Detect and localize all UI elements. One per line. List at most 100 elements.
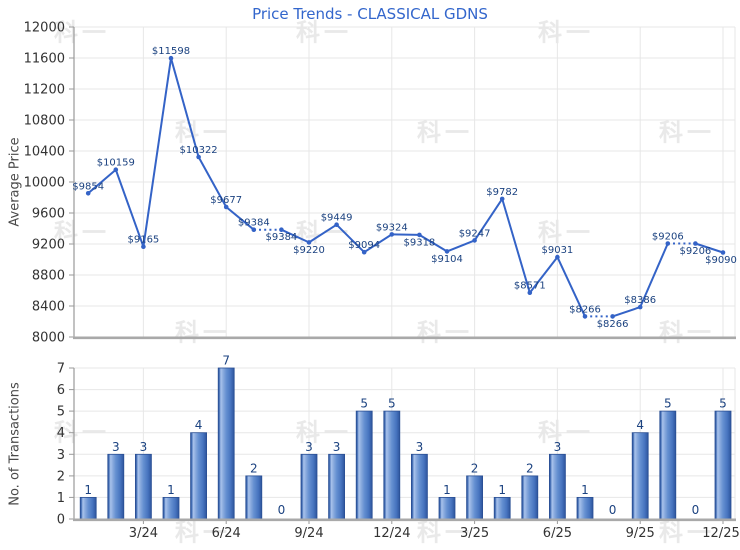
price-line-chart: 8000 8400 8800 9200 9600 10000 10400 10800 11200… — [24, 21, 737, 346]
point-label: $9384 — [238, 218, 270, 229]
line-segment — [170, 57, 200, 158]
bar-value-label: 3 — [416, 440, 424, 454]
line-point — [251, 227, 257, 232]
line-point — [610, 314, 615, 319]
bar — [162, 496, 180, 520]
line-point — [361, 249, 367, 255]
line-point — [306, 240, 312, 245]
y-tick-label: 10000 — [24, 176, 65, 191]
line-segment — [335, 223, 365, 253]
line-segment — [114, 169, 145, 248]
x-tick-label: 12/25 — [702, 526, 739, 541]
bar-value-label: 4 — [636, 418, 644, 432]
y-tick-label: 8400 — [32, 300, 65, 315]
bar — [134, 453, 152, 520]
x-tick-label: 12/24 — [373, 526, 410, 541]
line-segment — [280, 228, 310, 244]
bar-value-label: 0 — [692, 503, 700, 517]
bar — [438, 496, 456, 520]
bar-value-label: 1 — [498, 483, 506, 497]
line-point — [334, 222, 339, 227]
point-label: $9165 — [127, 235, 159, 246]
bar — [79, 496, 97, 520]
y-tick-label: 9200 — [32, 238, 65, 253]
line-point — [417, 232, 422, 238]
line-segment — [418, 234, 448, 253]
transactions-bar-chart: 0 1 2 3 4 5 6 7 1 3 3 1 4 7 2 0 3 3 5 5 3 1 2 1 2 3 1 0 4 5 0 5 3/24 6/24… — [57, 354, 740, 542]
point-label: $9782 — [486, 187, 518, 198]
bar — [355, 410, 373, 520]
point-label: $9247 — [459, 228, 491, 239]
bar-value-label: 0 — [609, 503, 617, 517]
bar — [245, 475, 263, 520]
bar — [190, 432, 208, 520]
point-label: $9031 — [541, 245, 573, 256]
line-segment — [391, 233, 420, 236]
bar — [659, 410, 677, 520]
line-segment — [87, 168, 117, 195]
bar — [493, 496, 511, 520]
bar — [300, 453, 318, 520]
bar — [521, 475, 539, 520]
line-point — [720, 250, 726, 255]
y-tick-label: 2 — [57, 469, 65, 484]
bar — [576, 496, 594, 520]
bar-value-label: 1 — [443, 483, 451, 497]
bar — [217, 367, 235, 520]
line-segment — [556, 256, 586, 317]
x-tick-label: 6/25 — [543, 526, 572, 541]
bar-value-label: 1 — [581, 483, 589, 497]
point-label: $10159 — [97, 158, 135, 169]
x-tick-label: 9/24 — [294, 526, 323, 541]
line-segment — [225, 206, 255, 231]
point-label: $9206 — [652, 232, 684, 243]
line-point — [472, 238, 477, 243]
y-tick-label: 7 — [57, 362, 65, 377]
point-label: $9854 — [72, 181, 104, 192]
bar-value-label: 3 — [112, 440, 120, 454]
y-tick-label: 11200 — [24, 83, 65, 98]
line-segment — [639, 243, 669, 308]
x-tick-label: 9/25 — [626, 526, 655, 541]
y-tick-label: 3 — [57, 448, 65, 463]
y-tick-label: 11600 — [24, 52, 65, 67]
bar — [328, 453, 346, 520]
y-tick-label: 5 — [57, 405, 65, 420]
bar-value-label: 3 — [305, 440, 313, 454]
bar-value-label: 3 — [140, 440, 148, 454]
bar-value-label: 1 — [84, 483, 92, 497]
point-label: $9677 — [210, 195, 242, 206]
y-tick-label: 10800 — [24, 114, 65, 129]
bar-value-label: 5 — [360, 397, 368, 411]
line-segment — [501, 198, 531, 293]
bar — [714, 410, 732, 520]
y-tick-label: 1 — [57, 491, 65, 506]
bar-value-label: 3 — [554, 440, 562, 454]
bar — [466, 475, 484, 520]
line-point — [196, 154, 201, 160]
point-label: $9104 — [431, 254, 463, 265]
point-label: $9384 — [265, 232, 297, 243]
bar-value-label: 3 — [333, 440, 341, 454]
y-tick-label: 8800 — [32, 269, 65, 284]
line-point — [665, 241, 671, 246]
line-point — [223, 204, 229, 210]
bar-value-label: 5 — [719, 397, 727, 411]
x-tick-label: 6/24 — [212, 526, 241, 541]
line-point — [693, 241, 698, 246]
bar-value-label: 2 — [250, 461, 258, 475]
chart-title: Price Trends - CLASSICAL GDNS — [252, 5, 488, 23]
bar-value-label: 1 — [167, 483, 175, 497]
line-point — [555, 254, 560, 260]
line-segment — [308, 223, 338, 244]
line-point — [141, 244, 146, 249]
y-tick-label: 9600 — [32, 207, 65, 222]
bar — [383, 410, 401, 520]
bar-value-label: 0 — [278, 503, 286, 517]
line-segment — [612, 306, 641, 318]
point-label: $8266 — [597, 319, 629, 330]
line-segment — [197, 156, 228, 208]
bar-value-label: 5 — [664, 397, 672, 411]
